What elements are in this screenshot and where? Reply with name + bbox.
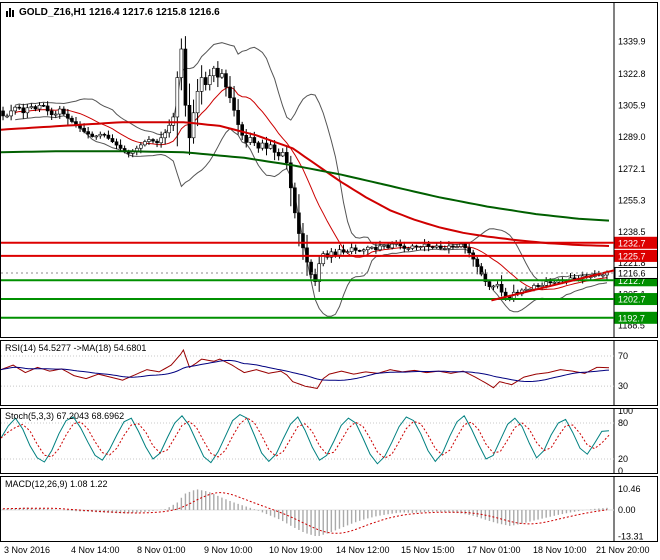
svg-text:1289.0: 1289.0: [618, 132, 646, 142]
time-label: 4 Nov 14:00: [71, 545, 120, 555]
macd-panel[interactable]: 10.46 0.00 -13.31 MACD(12,26,9) 1.08 1.22: [0, 476, 658, 542]
svg-text:-13.31: -13.31: [618, 532, 644, 541]
rsi-chart[interactable]: 70 30: [1, 341, 657, 405]
svg-text:1322.8: 1322.8: [618, 69, 646, 79]
svg-text:1339.9: 1339.9: [618, 37, 646, 47]
svg-text:0.00: 0.00: [618, 505, 636, 515]
svg-text:30: 30: [618, 381, 628, 391]
svg-text:1212.7: 1212.7: [618, 276, 646, 286]
rsi-panel[interactable]: 70 30 RSI(14) 54.5277 ->MA(18) 54.6801: [0, 340, 658, 406]
svg-text:1225.7: 1225.7: [618, 251, 646, 261]
svg-text:1232.7: 1232.7: [618, 238, 646, 248]
svg-text:1216.6: 1216.6: [618, 268, 646, 278]
svg-text:10.46: 10.46: [618, 484, 641, 494]
macd-label: MACD(12,26,9) 1.08 1.22: [5, 479, 108, 489]
svg-text:0: 0: [618, 466, 623, 473]
svg-text:1305.9: 1305.9: [618, 100, 646, 110]
time-label: 9 Nov 10:00: [204, 545, 253, 555]
svg-text:70: 70: [618, 351, 628, 361]
candlestick-chart[interactable]: 1339.9 1322.8 1305.9 1289.0 1272.1 1255.3 1238…: [1, 3, 657, 337]
main-chart-panel[interactable]: 1339.9 1322.8 1305.9 1289.0 1272.1 1255.3 1238…: [0, 2, 658, 338]
stochastic-label: Stoch(5,3,3) 67.2043 68.6962: [5, 411, 125, 421]
time-label: 18 Nov 10:00: [533, 545, 587, 555]
svg-text:20: 20: [618, 454, 628, 464]
symbol-ohlc-label: GOLD_Z16,H1 1216.4 1217.6 1215.8 1216.6: [19, 7, 220, 18]
stochastic-panel[interactable]: 100 80 20 0 Stoch(5,3,3) 67.2043 68.6962: [0, 408, 658, 474]
svg-text:1188.5: 1188.5: [618, 321, 645, 331]
time-label: 15 Nov 15:00: [401, 545, 455, 555]
rsi-label: RSI(14) 54.5277 ->MA(18) 54.6801: [5, 343, 147, 353]
time-label: 21 Nov 20:00: [596, 545, 650, 555]
time-label: 17 Nov 01:00: [467, 545, 521, 555]
svg-text:1255.3: 1255.3: [618, 195, 646, 205]
time-label: 10 Nov 19:00: [269, 545, 323, 555]
stochastic-chart[interactable]: 100 80 20 0: [1, 409, 657, 473]
svg-text:80: 80: [618, 418, 628, 428]
time-label: 8 Nov 01:00: [137, 545, 186, 555]
macd-chart[interactable]: 10.46 0.00 -13.31: [1, 477, 657, 541]
svg-text:1202.7: 1202.7: [618, 295, 646, 305]
time-axis[interactable]: 3 Nov 2016 4 Nov 14:00 8 Nov 01:00 9 Nov 10…: [0, 543, 660, 558]
svg-text:1238.5: 1238.5: [618, 227, 646, 237]
svg-text:1221.8: 1221.8: [618, 258, 646, 268]
time-label: 14 Nov 12:00: [336, 545, 390, 555]
svg-text:1192.7: 1192.7: [618, 313, 645, 323]
svg-text:1272.1: 1272.1: [618, 164, 646, 174]
chart-title: GOLD_Z16,H1 1216.4 1217.6 1215.8 1216.6: [6, 7, 220, 18]
price-axis[interactable]: [614, 2, 660, 542]
time-label: 3 Nov 2016: [4, 545, 51, 555]
svg-text:100: 100: [618, 409, 633, 416]
chart-icon: [6, 8, 15, 17]
